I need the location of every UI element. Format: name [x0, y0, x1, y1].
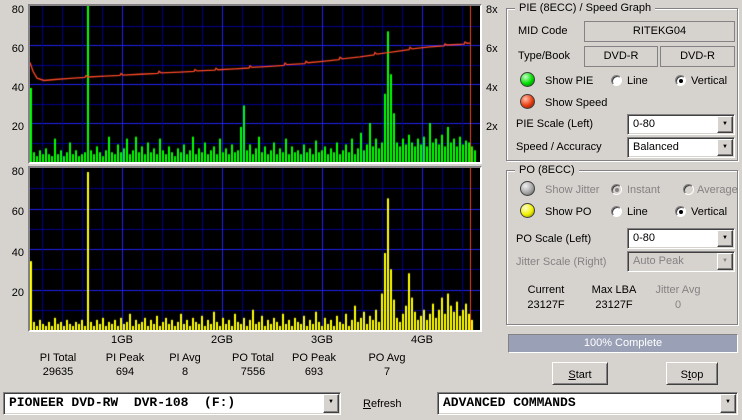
pi-peak-label: PI Peak: [105, 352, 145, 364]
speed-ytick-4x: 4x: [486, 82, 498, 94]
pie-vertical-radio[interactable]: [675, 75, 686, 86]
speed-accuracy-label: Speed / Accuracy: [516, 141, 602, 153]
type-field: DVD-R: [584, 46, 658, 67]
max-lba-value: 23127F: [595, 299, 633, 311]
po-vertical-radio[interactable]: [675, 206, 686, 217]
speed-ytick-6x: 6x: [486, 43, 498, 55]
chevron-down-icon[interactable]: ▼: [717, 116, 733, 133]
po-vertical-radio-label: Vertical: [691, 206, 728, 218]
speed-accuracy-select[interactable]: Balanced ▼: [627, 137, 735, 158]
pie-line-radio-label: Line: [627, 75, 648, 87]
po-avg-value: 7: [383, 366, 391, 378]
pie-ytick-20: 20: [11, 121, 24, 133]
po-graph-canvas: [30, 168, 480, 330]
pi-avg-value: 8: [181, 366, 189, 378]
po-avg-label: PO Avg: [368, 352, 406, 364]
xtick-1gb: 1GB: [110, 334, 133, 346]
jitter-avg-value: 0: [674, 299, 682, 311]
advanced-commands-select[interactable]: ADVANCED COMMANDS ▼: [437, 392, 738, 415]
pie-speed-groupbox: PIE (8ECC) / Speed Graph: [506, 2, 738, 161]
speed-accuracy-value: Balanced: [633, 141, 679, 153]
show-speed-led[interactable]: [520, 94, 535, 109]
pie-scale-label: PIE Scale (Left): [516, 118, 594, 130]
jitter-scale-label: Jitter Scale (Right): [516, 256, 607, 268]
show-po-led[interactable]: [520, 203, 535, 218]
book-field: DVD-R: [660, 46, 735, 67]
po-peak-label: PO Peak: [291, 352, 337, 364]
jitter-instant-radio: [611, 184, 622, 195]
jitter-scale-select: Auto Peak ▼: [627, 251, 735, 272]
advanced-commands-value: ADVANCED COMMANDS: [443, 395, 576, 410]
po-graph-plot: [28, 166, 482, 332]
chevron-down-icon: ▼: [717, 253, 733, 270]
start-button[interactable]: Start: [552, 362, 608, 385]
po-peak-value: 693: [304, 366, 324, 378]
pie-speed-graph-plot: [28, 4, 482, 164]
refresh-button[interactable]: Refresh: [363, 398, 402, 410]
mid-code-field: RITEKG04: [584, 21, 735, 42]
po-line-radio-label: Line: [627, 206, 648, 218]
xtick-4gb: 4GB: [410, 334, 433, 346]
pi-total-value: 29635: [42, 366, 74, 378]
pie-line-radio[interactable]: [611, 75, 622, 86]
show-jitter-led: [520, 181, 535, 196]
current-label: Current: [527, 284, 565, 296]
jitter-instant-label: Instant: [627, 184, 661, 196]
show-pie-label: Show PIE: [545, 75, 594, 87]
pie-ytick-40: 40: [11, 82, 24, 94]
show-po-label: Show PO: [545, 206, 592, 218]
chevron-down-icon[interactable]: ▼: [717, 230, 733, 247]
pie-ytick-80: 80: [11, 4, 24, 16]
speed-ytick-8x: 8x: [486, 4, 498, 16]
show-pie-led[interactable]: [520, 72, 535, 87]
pie-groupbox-title: PIE (8ECC) / Speed Graph: [515, 2, 656, 14]
jitter-scale-value: Auto Peak: [633, 255, 684, 267]
pie-ytick-60: 60: [11, 43, 24, 55]
pi-total-label: PI Total: [39, 352, 77, 364]
po-groupbox: PO (8ECC): [506, 164, 738, 325]
stop-button[interactable]: Stop: [666, 362, 718, 385]
po-ytick-80: 80: [11, 166, 24, 178]
scan-progress-text: 100% Complete: [583, 337, 663, 349]
po-ytick-40: 40: [11, 247, 24, 259]
jitter-average-label: Average: [697, 184, 738, 196]
po-total-label: PO Total: [232, 352, 274, 364]
show-jitter-label: Show Jitter: [545, 184, 600, 196]
pie-vertical-radio-label: Vertical: [691, 75, 728, 87]
po-line-radio[interactable]: [611, 206, 622, 217]
chevron-down-icon[interactable]: ▼: [717, 139, 733, 156]
drive-select[interactable]: PIONEER DVD-RW DVR-108 (F:) ▼: [3, 392, 341, 415]
max-lba-label: Max LBA: [591, 284, 637, 296]
show-speed-label: Show Speed: [545, 97, 608, 109]
xtick-2gb: 2GB: [210, 334, 233, 346]
pie-scale-value: 0-80: [633, 118, 656, 130]
chevron-down-icon[interactable]: ▼: [720, 394, 736, 413]
jitter-average-radio: [683, 184, 694, 195]
xtick-3gb: 3GB: [310, 334, 333, 346]
scan-progress-bar: 100% Complete: [508, 334, 738, 353]
mid-code-label: MID Code: [518, 25, 568, 37]
pi-avg-label: PI Avg: [169, 352, 201, 364]
current-value: 23127F: [527, 299, 565, 311]
po-ytick-60: 60: [11, 206, 24, 218]
pi-peak-value: 694: [115, 366, 135, 378]
drive-select-value: PIONEER DVD-RW DVR-108 (F:): [9, 395, 236, 410]
po-total-value: 7556: [240, 366, 266, 378]
speed-ytick-2x: 2x: [486, 121, 498, 133]
po-scale-value: 0-80: [633, 232, 656, 244]
po-scale-label: PO Scale (Left): [516, 233, 592, 245]
po-scale-select[interactable]: 0-80 ▼: [627, 228, 735, 249]
po-groupbox-title: PO (8ECC): [515, 164, 579, 176]
jitter-avg-label: Jitter Avg: [655, 284, 701, 296]
chevron-down-icon[interactable]: ▼: [323, 394, 339, 413]
type-book-label: Type/Book: [518, 50, 570, 62]
pie-scale-select[interactable]: 0-80 ▼: [627, 114, 735, 135]
po-ytick-20: 20: [11, 287, 24, 299]
pie-speed-graph-canvas: [30, 6, 480, 162]
scan-progress-fill: [509, 335, 737, 352]
